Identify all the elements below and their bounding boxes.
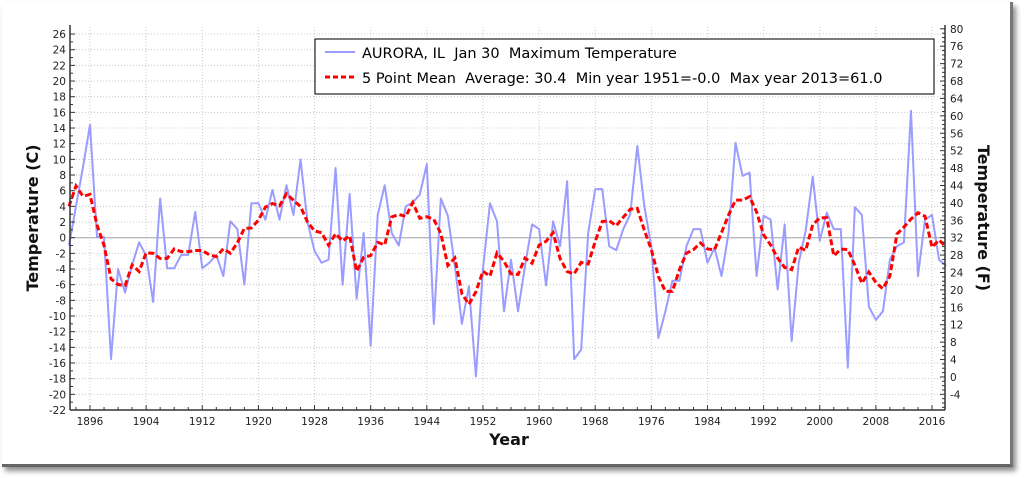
y-tick-label-right: 44 (950, 180, 964, 192)
x-tick-label: 1952 (470, 416, 497, 428)
legend-box (314, 38, 935, 95)
y-tick-label-right: 32 (950, 233, 963, 245)
y-tick-label-right: 72 (950, 59, 963, 71)
y-tick-label-left: -16 (49, 358, 66, 370)
x-tick-label: 1936 (357, 416, 384, 428)
y-tick-label-left: 10 (53, 154, 66, 166)
x-tick-label: 1960 (526, 416, 553, 428)
x-tick-label: 1968 (582, 416, 609, 428)
y-tick-label-right: 60 (950, 111, 963, 123)
y-tick-label-left: -12 (49, 327, 66, 339)
y-tick-label-left: 12 (53, 139, 66, 151)
y-tick-label-left: 20 (53, 76, 66, 88)
x-tick-label: 2008 (863, 416, 890, 428)
legend: AURORA, IL Jan 30 Maximum Temperature 5 … (314, 38, 935, 95)
x-tick-label: 1928 (301, 416, 328, 428)
x-tick-label: 1944 (413, 416, 440, 428)
y-tick-label-right: 24 (950, 267, 964, 279)
y-tick-label-left: 26 (53, 29, 67, 41)
y-tick-label-right: 0 (950, 372, 957, 384)
y-tick-label-left: -10 (49, 311, 66, 323)
x-tick-label: 1904 (133, 416, 160, 428)
y-tick-label-left: 22 (53, 60, 66, 72)
y-tick-label-right: 36 (950, 215, 964, 227)
y-tick-label-left: 2 (59, 217, 66, 229)
y-tick-label-right: 8 (950, 337, 957, 349)
x-axis-title: Year (488, 430, 529, 449)
y-tick-label-left: -22 (49, 405, 66, 417)
y-tick-label-left: 0 (59, 233, 66, 245)
y-tick-label-right: 28 (950, 250, 963, 262)
y-tick-label-left: 8 (59, 170, 66, 182)
y-tick-label-left: 18 (53, 92, 66, 104)
y-tick-label-left: -18 (49, 374, 66, 386)
y-tick-label-left: 14 (53, 123, 67, 135)
y-tick-label-right: 16 (950, 302, 964, 314)
y-tick-label-right: 64 (950, 93, 964, 105)
y-tick-label-right: 80 (950, 24, 963, 36)
y-axis-title-right: Temperature (F) (974, 145, 993, 291)
x-tick-label: 1992 (750, 416, 777, 428)
y-tick-label-left: -6 (56, 280, 67, 292)
legend-label-series: AURORA, IL Jan 30 Maximum Temperature (362, 46, 677, 62)
y-tick-label-left: -14 (49, 342, 66, 354)
y-tick-label-left: 16 (53, 107, 67, 119)
y-tick-label-left: 24 (53, 45, 67, 57)
y-tick-label-right: 20 (950, 285, 963, 297)
y-tick-label-left: 6 (59, 186, 66, 198)
y-tick-label-right: 40 (950, 198, 963, 210)
y-axis-title-left: Temperature (C) (23, 144, 42, 291)
axes: 1896 1904 1912 1920 1928 1936 1944 1952 1960 1968… (49, 24, 964, 428)
y-tick-label-right: 56 (950, 128, 964, 140)
y-tick-label-left: -2 (56, 248, 66, 260)
x-tick-label: 1912 (189, 416, 216, 428)
x-tick-label: 2016 (919, 416, 946, 428)
x-tick-label: 1920 (245, 416, 272, 428)
x-tick-label: 2000 (806, 416, 833, 428)
five-point-mean-line (67, 182, 948, 308)
y-tick-label-right: 76 (950, 41, 964, 53)
y-tick-label-right: 4 (950, 355, 957, 367)
y-tick-label-left: -8 (56, 295, 66, 307)
y-tick-label-right: 48 (950, 163, 963, 175)
x-tick-label: 1896 (77, 416, 104, 428)
temperature-series-line (67, 109, 947, 378)
y-tick-label-right: 52 (950, 146, 963, 158)
y-tick-label-right: -4 (950, 389, 961, 401)
y-tick-label-left: -4 (56, 264, 67, 276)
legend-label-mean: 5 Point Mean Average: 30.4 Min year 1951… (362, 71, 882, 87)
y-tick-label-left: 4 (59, 201, 66, 213)
x-tick-label: 1984 (694, 416, 721, 428)
y-tick-label-right: 12 (950, 320, 963, 332)
x-tick-label: 1976 (638, 416, 665, 428)
y-tick-label-left: -20 (49, 389, 66, 401)
series-layer (67, 109, 948, 378)
y-tick-label-right: 68 (950, 76, 963, 88)
